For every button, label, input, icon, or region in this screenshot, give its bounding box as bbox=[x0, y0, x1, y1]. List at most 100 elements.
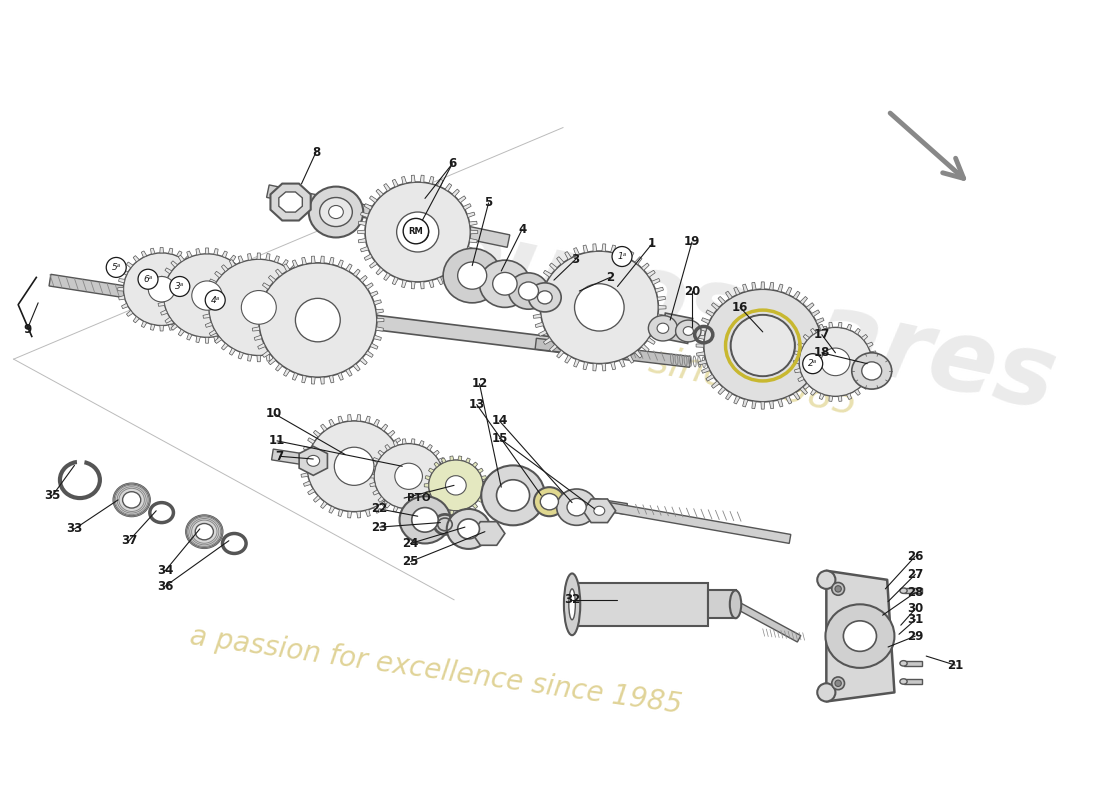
Polygon shape bbox=[769, 282, 773, 290]
Text: 7: 7 bbox=[276, 450, 284, 462]
Polygon shape bbox=[274, 256, 279, 262]
Text: 3ᵃ: 3ᵃ bbox=[175, 282, 185, 291]
Polygon shape bbox=[402, 177, 407, 184]
Polygon shape bbox=[301, 375, 307, 383]
Polygon shape bbox=[370, 196, 377, 202]
Ellipse shape bbox=[365, 182, 471, 282]
Polygon shape bbox=[734, 601, 801, 642]
Polygon shape bbox=[420, 282, 425, 289]
Polygon shape bbox=[170, 324, 177, 330]
Circle shape bbox=[817, 683, 835, 702]
Ellipse shape bbox=[704, 290, 822, 402]
Polygon shape bbox=[301, 279, 308, 285]
Polygon shape bbox=[806, 381, 814, 388]
Ellipse shape bbox=[844, 621, 877, 651]
Polygon shape bbox=[619, 359, 625, 367]
Polygon shape bbox=[403, 438, 406, 444]
Polygon shape bbox=[309, 306, 316, 309]
Ellipse shape bbox=[482, 466, 544, 526]
Text: 12: 12 bbox=[471, 377, 487, 390]
Polygon shape bbox=[647, 338, 656, 345]
Polygon shape bbox=[359, 222, 366, 226]
Polygon shape bbox=[411, 282, 415, 289]
Text: 15: 15 bbox=[492, 432, 507, 445]
Polygon shape bbox=[427, 502, 432, 508]
Text: 29: 29 bbox=[908, 630, 924, 642]
Ellipse shape bbox=[186, 515, 222, 548]
Polygon shape bbox=[133, 317, 140, 323]
Polygon shape bbox=[532, 306, 540, 309]
Polygon shape bbox=[459, 262, 466, 268]
Polygon shape bbox=[458, 510, 462, 514]
Ellipse shape bbox=[446, 476, 466, 495]
Text: since 1985: since 1985 bbox=[646, 341, 861, 422]
Polygon shape bbox=[734, 396, 740, 404]
Polygon shape bbox=[472, 462, 477, 467]
Polygon shape bbox=[374, 335, 382, 340]
Polygon shape bbox=[439, 458, 444, 462]
Polygon shape bbox=[320, 424, 327, 431]
Polygon shape bbox=[534, 314, 541, 318]
Polygon shape bbox=[847, 324, 851, 330]
Polygon shape bbox=[246, 310, 253, 315]
Polygon shape bbox=[178, 330, 185, 336]
Polygon shape bbox=[785, 287, 792, 295]
Polygon shape bbox=[550, 263, 558, 270]
Polygon shape bbox=[356, 511, 361, 518]
Polygon shape bbox=[338, 510, 343, 517]
Polygon shape bbox=[751, 401, 756, 409]
Polygon shape bbox=[734, 287, 740, 295]
Polygon shape bbox=[365, 282, 373, 290]
Polygon shape bbox=[463, 254, 471, 260]
Text: 5: 5 bbox=[484, 197, 493, 210]
Ellipse shape bbox=[508, 273, 549, 309]
Polygon shape bbox=[378, 497, 384, 502]
Text: 17: 17 bbox=[814, 328, 829, 341]
Polygon shape bbox=[266, 354, 270, 361]
Text: 37: 37 bbox=[121, 534, 138, 547]
Polygon shape bbox=[751, 282, 756, 290]
Ellipse shape bbox=[732, 315, 794, 376]
Polygon shape bbox=[726, 392, 733, 400]
Polygon shape bbox=[543, 270, 551, 277]
Polygon shape bbox=[251, 294, 256, 298]
Polygon shape bbox=[564, 251, 571, 259]
Ellipse shape bbox=[296, 298, 340, 342]
Polygon shape bbox=[397, 446, 405, 451]
Polygon shape bbox=[160, 247, 164, 253]
Text: 27: 27 bbox=[908, 568, 923, 581]
Polygon shape bbox=[483, 483, 487, 487]
Ellipse shape bbox=[309, 186, 363, 238]
Polygon shape bbox=[420, 175, 425, 182]
Polygon shape bbox=[761, 282, 764, 290]
Polygon shape bbox=[187, 334, 192, 340]
Ellipse shape bbox=[799, 327, 871, 396]
Polygon shape bbox=[794, 351, 801, 355]
Polygon shape bbox=[793, 392, 800, 400]
Polygon shape bbox=[177, 251, 182, 258]
Circle shape bbox=[107, 258, 126, 278]
Polygon shape bbox=[610, 245, 616, 253]
Polygon shape bbox=[305, 322, 312, 327]
Text: 25: 25 bbox=[403, 555, 419, 568]
Ellipse shape bbox=[900, 661, 908, 666]
Polygon shape bbox=[121, 303, 128, 309]
Ellipse shape bbox=[148, 277, 175, 302]
Polygon shape bbox=[459, 196, 466, 202]
Ellipse shape bbox=[329, 206, 343, 218]
Ellipse shape bbox=[374, 443, 443, 509]
Text: 13: 13 bbox=[469, 398, 485, 411]
Polygon shape bbox=[658, 306, 666, 309]
Circle shape bbox=[612, 246, 632, 266]
Polygon shape bbox=[320, 502, 327, 509]
Polygon shape bbox=[702, 318, 710, 324]
Polygon shape bbox=[861, 334, 868, 340]
Polygon shape bbox=[187, 251, 192, 258]
Polygon shape bbox=[190, 310, 197, 317]
Polygon shape bbox=[246, 276, 253, 282]
Polygon shape bbox=[793, 291, 800, 299]
Polygon shape bbox=[658, 314, 666, 318]
Polygon shape bbox=[236, 261, 243, 267]
Ellipse shape bbox=[729, 590, 741, 618]
Polygon shape bbox=[252, 318, 258, 322]
